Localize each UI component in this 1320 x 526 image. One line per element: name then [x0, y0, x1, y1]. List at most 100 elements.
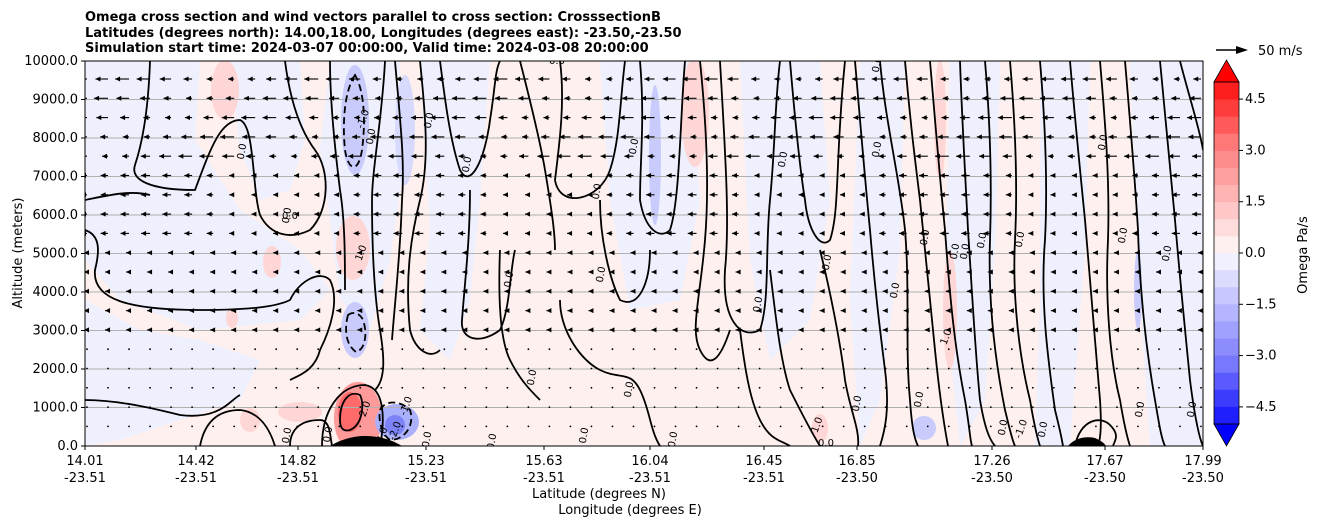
colorbar-tick-label: −3.0: [1245, 349, 1277, 364]
wind-vector-head: [606, 192, 612, 198]
wind-vector-head: [294, 173, 300, 178]
wind-vector-head: [830, 95, 836, 101]
wind-vector-dot: [422, 367, 425, 370]
wind-vector-head: [687, 173, 693, 178]
wind-vector-head: [420, 327, 426, 333]
wind-vector-head: [231, 269, 237, 275]
wind-vector-head: [682, 76, 688, 82]
wind-vector-head: [756, 308, 762, 314]
wind-vector-head: [919, 211, 925, 217]
contour-line: [391, 61, 404, 341]
wind-vector-dot: [1179, 406, 1181, 408]
wind-vector-head: [184, 115, 190, 121]
wind-vector-head: [206, 95, 212, 101]
wind-vector-head: [1113, 250, 1119, 256]
wind-vector-head: [500, 153, 506, 159]
wind-vector-head: [285, 115, 291, 121]
colorbar-segment: [1214, 406, 1239, 425]
wind-vector-dot: [422, 406, 425, 408]
wind-vector-dot: [149, 367, 151, 370]
wind-vector-head: [411, 153, 417, 159]
y-tick-label: 3000.0: [33, 324, 79, 339]
wind-vector-head: [879, 230, 885, 236]
wind-vector-head: [1028, 230, 1034, 236]
contour-line: [199, 409, 276, 446]
wind-vector-head: [417, 76, 423, 82]
wind-vector-dot: [611, 348, 614, 351]
x-tick-label-lon: -23.51: [523, 471, 565, 486]
wind-vector-head: [1171, 95, 1177, 101]
wind-vector-dot: [1116, 425, 1118, 428]
wind-vector-dot: [506, 386, 509, 389]
wind-vector-head: [999, 134, 1005, 140]
wind-vector-head: [498, 115, 504, 121]
wind-vector-head: [332, 134, 338, 140]
wind-vector-head: [73, 115, 78, 120]
wind-vector-head: [1071, 327, 1077, 333]
wind-vector-head: [388, 153, 394, 159]
wind-vector-head: [312, 134, 318, 140]
wind-vector-head: [162, 173, 168, 178]
wind-vector-dot: [128, 386, 130, 389]
wind-vector-head: [348, 153, 354, 159]
wind-vector-head: [462, 288, 468, 294]
wind-vector-head: [543, 115, 549, 121]
wind-vector-head: [819, 269, 825, 275]
wind-vector-dot: [695, 367, 698, 370]
wind-vector-head: [420, 308, 426, 314]
wind-vector-head: [294, 269, 300, 275]
wind-vector-dot: [947, 406, 950, 408]
wind-vector-head: [546, 192, 552, 198]
wind-vector-head: [630, 327, 636, 333]
wind-vector-head: [626, 192, 632, 198]
contour-line: [789, 61, 846, 244]
wind-vector-head: [859, 211, 865, 217]
wind-vector-head: [979, 153, 985, 159]
wind-vector-head: [735, 327, 741, 333]
wind-vector-dot: [401, 406, 404, 408]
contour-label: 0.0: [997, 419, 1011, 437]
wind-vector-head: [480, 230, 486, 236]
wind-vector-head: [626, 230, 632, 236]
contour-label: 3.0: [375, 426, 391, 445]
wind-vector-head: [588, 308, 594, 314]
wind-vector-head: [983, 230, 989, 236]
wind-vector-head: [483, 250, 489, 256]
wind-vector-head: [184, 173, 190, 178]
wind-vector-head: [210, 269, 216, 275]
colorbar-segment: [1214, 201, 1239, 220]
wind-vector-dot: [611, 425, 614, 428]
wind-vector-head: [458, 173, 464, 178]
wind-vector-head: [581, 115, 587, 121]
contour-line: [1009, 61, 1041, 446]
wind-vector-head: [987, 327, 993, 333]
wind-vector-dot: [905, 367, 908, 370]
wind-vector-dot: [926, 348, 929, 351]
wind-vector-head: [961, 211, 967, 217]
x-tick-label-lat: 17.99: [1184, 454, 1221, 469]
wind-vector-dot: [737, 386, 740, 389]
colorbar-segment: [1214, 321, 1239, 339]
wind-vector-dot: [233, 406, 236, 408]
wind-vector-head: [473, 76, 479, 82]
wind-vector-head: [126, 250, 132, 256]
wind-vector-head: [472, 95, 478, 101]
wind-vector-dot: [905, 425, 908, 428]
colorbar-segment: [1214, 184, 1239, 203]
wind-vector-head: [399, 250, 405, 256]
wind-vector-dot: [380, 348, 383, 351]
wind-vector-dot: [107, 425, 109, 428]
wind-vector-head: [251, 230, 257, 236]
wind-vector-head: [311, 153, 317, 159]
wind-vector-head: [273, 308, 279, 314]
wind-vector-head: [1092, 192, 1098, 198]
wind-vector-head: [819, 327, 825, 333]
wind-vector-head: [222, 153, 228, 159]
wind-vector-head: [963, 76, 969, 82]
contour-line: [739, 329, 791, 446]
wind-vector-head: [709, 192, 715, 198]
wind-vector-head: [441, 288, 447, 294]
wind-vector-head: [206, 211, 212, 217]
contour-label: 0.0: [821, 254, 835, 272]
contour-line: [133, 61, 327, 236]
